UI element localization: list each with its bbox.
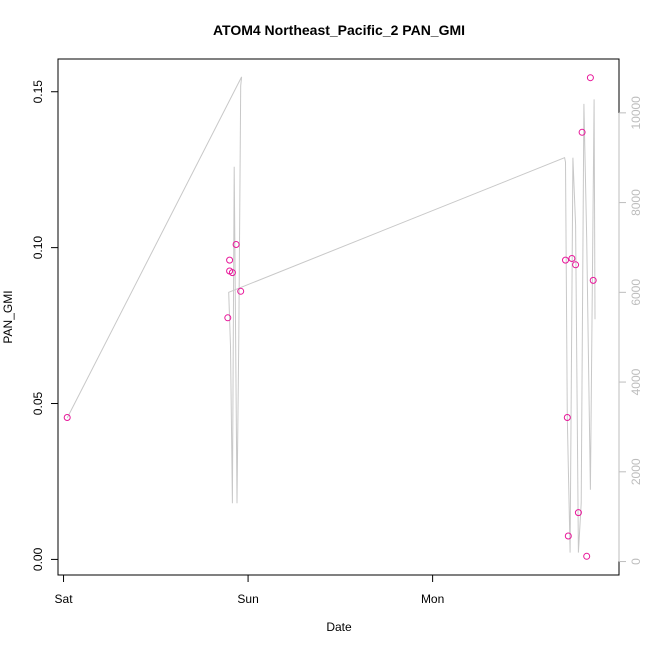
data-point <box>578 128 586 136</box>
data-point <box>586 74 594 82</box>
line-layer <box>66 76 596 553</box>
chart-title: ATOM4 Northeast_Pacific_2 PAN_GMI <box>213 22 465 38</box>
data-point <box>237 287 245 295</box>
point-layer <box>63 74 597 560</box>
axis-layer: Sat Sun Mon 0.00 0.05 0.10 0.15 0 2000 4000 6000 80… <box>31 80 643 606</box>
y2-tick-label: 2000 <box>629 458 643 485</box>
y2-tick-label: 0 <box>629 558 643 565</box>
x-axis-label: Date <box>326 620 352 634</box>
plot-area-frame <box>57 58 620 576</box>
data-point <box>572 261 580 269</box>
data-point <box>563 414 571 421</box>
data-point <box>232 241 240 248</box>
y2-tick-label: 4000 <box>629 368 643 395</box>
x-tick-label: Sun <box>237 592 258 606</box>
data-point <box>583 552 591 560</box>
data-point <box>589 276 597 284</box>
data-point <box>63 414 71 421</box>
y-tick-label: 0.15 <box>31 80 45 104</box>
y2-tick-label: 10000 <box>629 96 643 130</box>
data-point <box>574 509 582 517</box>
y-axis-label: PAN_GMI <box>1 290 15 343</box>
data-point <box>564 532 572 540</box>
series-line <box>66 76 596 553</box>
data-point <box>228 269 236 277</box>
y2-tick-label: 8000 <box>629 189 643 216</box>
data-point <box>224 314 232 322</box>
data-point <box>562 256 569 264</box>
x-tick-label: Mon <box>421 592 444 606</box>
data-point <box>226 256 234 264</box>
y-tick-label: 0.10 <box>31 236 45 260</box>
y2-tick-label: 6000 <box>629 279 643 306</box>
x-tick-label: Sat <box>55 592 74 606</box>
y-tick-label: 0.05 <box>31 392 45 416</box>
data-point <box>568 255 576 262</box>
y-tick-label: 0.00 <box>31 547 45 571</box>
